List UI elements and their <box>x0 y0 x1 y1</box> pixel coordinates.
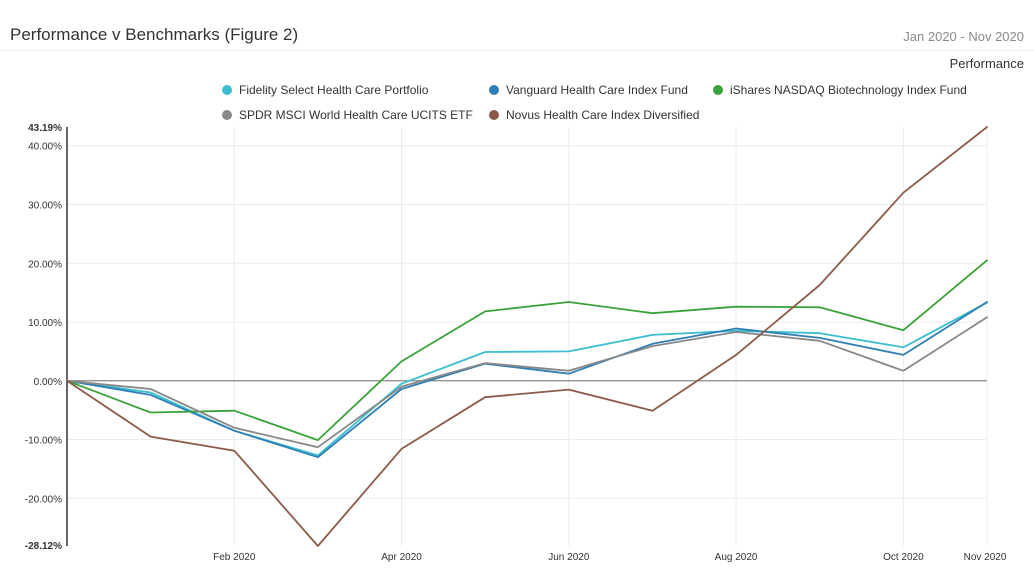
x-tick-label-8: Aug 2020 <box>715 552 758 563</box>
legend-dot-novus <box>489 110 499 120</box>
performance-label: Performance <box>949 56 1024 71</box>
legend-label-fidelity: Fidelity Select Health Care Portfolio <box>239 83 429 97</box>
legend-item-vanguard[interactable]: Vanguard Health Care Index Fund <box>489 83 688 97</box>
chart-title: Performance v Benchmarks (Figure 2) <box>10 25 299 44</box>
x-tick-label-11: Nov 2020 <box>964 552 1007 563</box>
legend-dot-vanguard <box>489 85 499 95</box>
series-line-ishares <box>66 259 988 442</box>
y-tick-label-6: -20.00% <box>25 494 62 505</box>
legend-label-vanguard: Vanguard Health Care Index Fund <box>506 83 688 97</box>
legend-dot-ishares <box>713 85 723 95</box>
y-tick-label-3: 10.00% <box>28 318 62 329</box>
legend-label-ishares: iShares NASDAQ Biotechnology Index Fund <box>730 83 967 97</box>
legend-item-fidelity[interactable]: Fidelity Select Health Care Portfolio <box>222 83 428 97</box>
chart-legend: Fidelity Select Health Care Portfolio Va… <box>0 80 1034 130</box>
series-line-fidelity <box>66 301 988 457</box>
legend-item-ishares[interactable]: iShares NASDAQ Biotechnology Index Fund <box>713 83 967 97</box>
legend-item-novus[interactable]: Novus Health Care Index Diversified <box>489 108 699 122</box>
x-tick-label-4: Apr 2020 <box>381 552 422 563</box>
legend-label-novus: Novus Health Care Index Diversified <box>506 108 700 122</box>
legend-dot-spdr <box>222 110 232 120</box>
legend-dot-fidelity <box>222 85 232 95</box>
y-tick-label-max: 43.19% <box>28 123 62 134</box>
x-tick-label-10: Oct 2020 <box>883 552 924 563</box>
date-range-label: Jan 2020 - Nov 2020 <box>903 29 1024 44</box>
series-line-spdr <box>66 316 988 449</box>
y-tick-label-1: 30.00% <box>28 201 62 212</box>
legend-label-spdr: SPDR MSCI World Health Care UCITS ETF <box>239 108 473 122</box>
y-tick-label-4: 0.00% <box>34 377 62 388</box>
x-tick-label-2: Feb 2020 <box>213 552 256 563</box>
series-line-vanguard <box>66 301 988 459</box>
y-tick-label-min: -28.12% <box>25 541 62 552</box>
y-tick-label-0: 40.00% <box>28 142 62 153</box>
series-line-novus <box>66 126 988 547</box>
x-tick-label-6: Jun 2020 <box>548 552 590 563</box>
y-tick-label-5: -10.00% <box>25 436 62 447</box>
chart-header: Performance v Benchmarks (Figure 2) Jan … <box>0 0 1034 51</box>
y-tick-label-2: 20.00% <box>28 259 62 270</box>
legend-item-spdr[interactable]: SPDR MSCI World Health Care UCITS ETF <box>222 108 473 122</box>
